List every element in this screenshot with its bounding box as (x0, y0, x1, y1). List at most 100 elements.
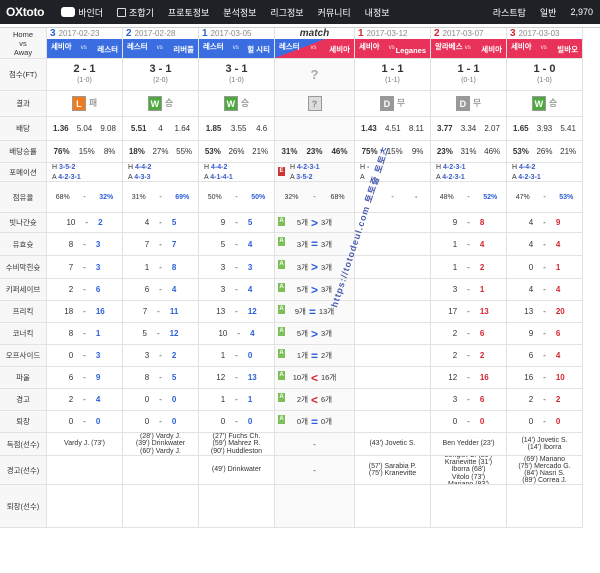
stat-value: 0 (555, 417, 561, 426)
formation-home: H 4-4-2 (128, 164, 152, 171)
stat-value: 6 (95, 285, 101, 294)
stat-value: 7 (68, 262, 74, 272)
game-stat: 0-3 (47, 351, 122, 360)
stat-value: 4 (528, 218, 534, 227)
odds-value[interactable]: 9.08 (100, 124, 116, 133)
game-stat: 1-2 (431, 263, 506, 272)
odds-value[interactable]: 3.93 (536, 124, 553, 133)
pct-value: 46% (484, 147, 501, 156)
row-label: 득점(선수) (0, 433, 47, 456)
nav-item-analysis[interactable]: 분석정보 (223, 7, 257, 18)
stat-value: - (543, 329, 546, 338)
odds-value[interactable]: 4.51 (385, 124, 401, 133)
booked-players (84, 469, 86, 471)
game-index: 2 (126, 28, 132, 39)
game-index: 2 (434, 28, 440, 39)
game-date: 2017-02-23 (58, 29, 100, 38)
game-odds: 1.85 3.55 4.6 (199, 124, 274, 133)
nav-item-combiner[interactable]: 조합기 (110, 6, 161, 19)
stat-value: 0 (452, 417, 458, 426)
stat-value: 1 (220, 395, 226, 404)
odds-value[interactable]: 5.51 (130, 124, 147, 133)
odds-value[interactable]: 8.11 (408, 124, 424, 133)
cmp-a: 5개 (296, 329, 308, 338)
ht-score: (2-0) (153, 76, 168, 84)
stat-value: 4 (555, 351, 561, 360)
odds-value[interactable]: 4.6 (256, 124, 268, 133)
stat-value: 3 (452, 395, 458, 404)
odds-value[interactable]: 1.65 (513, 124, 529, 133)
odds-value[interactable]: 5.04 (76, 124, 93, 133)
vs-text: vs (388, 45, 395, 51)
stat-value: 4 (144, 218, 150, 227)
game-stat: 9-6 (507, 329, 582, 338)
odds-value[interactable]: 3.34 (460, 124, 477, 133)
game-cell: 8-5 (123, 367, 199, 389)
odds-value[interactable]: 1.64 (174, 124, 191, 133)
stat-value: - (543, 285, 546, 294)
row-label: 포메이션 (0, 163, 47, 182)
game-cell: 0-0 (123, 411, 199, 433)
game-cell: 13-20 (507, 301, 583, 323)
odds-value[interactable]: 5.41 (560, 124, 576, 133)
game-cell: 1-2 (431, 256, 507, 279)
odds-value[interactable]: 4 (158, 124, 163, 133)
game-stat: 1-8 (123, 263, 198, 272)
game-cell: H 4-4-2 A 4-1-4-1 (199, 163, 275, 182)
odds-value[interactable]: 3.77 (437, 124, 453, 133)
game-stat: 10-4 (199, 329, 274, 338)
game-stat: 9-5 (199, 218, 274, 227)
stat-value: 2 (452, 351, 458, 360)
odds-value[interactable]: 2.07 (484, 124, 500, 133)
nav-item-community[interactable]: 커뮤니티 (317, 7, 351, 18)
stat-value: 0 (171, 417, 177, 426)
pct-value: 26% (228, 147, 245, 156)
ht-score: (0-1) (461, 76, 476, 84)
odds-value[interactable]: 1.36 (53, 124, 69, 133)
pct-value: 27% (152, 147, 169, 156)
site-logo[interactable]: OXtoto (6, 5, 45, 19)
nav-item-league[interactable]: 리그정보 (270, 7, 304, 18)
stat-value: 3 (95, 239, 101, 249)
game-cell (355, 389, 431, 411)
formation-home: H 3-5-2 (52, 164, 76, 171)
poss-value: 52% (483, 193, 498, 201)
stat-value: 2 (98, 218, 103, 227)
odds-value[interactable]: 1.85 (205, 124, 222, 133)
user-name[interactable]: 라스트탐 (492, 7, 526, 18)
team-home: 세비아 (51, 42, 72, 51)
stat-value: 2 (68, 395, 74, 404)
cmp-b: 3개 (321, 239, 333, 249)
game-cell: 1.85 3.55 4.6 (199, 117, 275, 141)
nav-item-binder[interactable]: 바인더 (54, 6, 110, 19)
team-away: Leganes (395, 46, 426, 55)
goal-scorers: (28') Vardy J. (39') Drinkwater (60') Va… (135, 433, 186, 455)
stat-value: 0 (144, 395, 150, 404)
poss-value: 69% (175, 193, 190, 201)
game-cell: 5-4 (199, 233, 275, 256)
stat-value: 0 (144, 417, 150, 426)
row-label: 퇴장 (0, 411, 47, 433)
team-home: 레스터 (203, 42, 224, 51)
cmp-a: 1개 (296, 351, 308, 360)
game-cell: H 4-4-2 A 4-3-3 (123, 163, 199, 182)
stat-value: 7 (142, 307, 148, 316)
odds-value[interactable]: 3.55 (230, 124, 247, 133)
nav-item-proto[interactable]: 프로토정보 (167, 7, 210, 18)
odds-value[interactable]: 1.43 (361, 124, 377, 133)
game-teams: 세비아 vs 빌바오 (507, 39, 582, 58)
stat-value: - (85, 218, 89, 227)
stat-value: 9 (555, 218, 561, 227)
match-vs: vs (310, 45, 317, 51)
stat-value: 8 (171, 262, 177, 272)
game-cell: 2-6 (431, 323, 507, 345)
game-stat: 10-2 (47, 218, 122, 227)
stat-value: - (159, 262, 162, 272)
stat-value: 1 (95, 329, 101, 338)
stat-value: 6 (528, 351, 534, 360)
game-header: 2 2017-02-28 (123, 28, 198, 39)
stat-value: 2 (479, 262, 485, 272)
nav-item-myinfo[interactable]: 내정보 (364, 7, 390, 18)
